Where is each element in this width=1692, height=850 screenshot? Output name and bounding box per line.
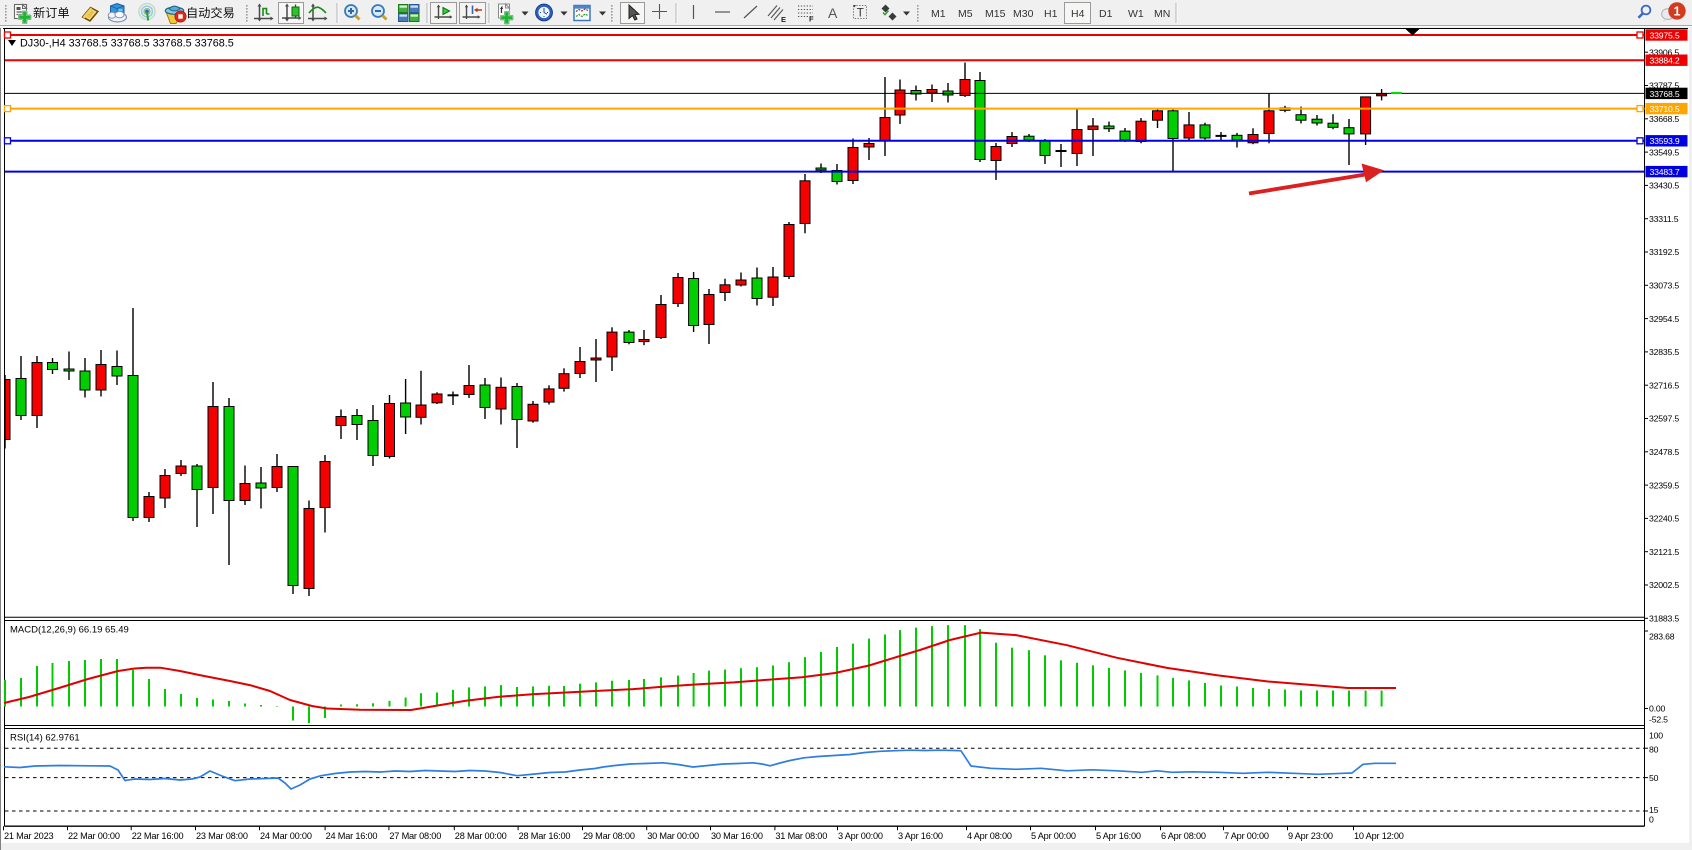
svg-text:5 Apr 16:00: 5 Apr 16:00: [1096, 831, 1141, 841]
svg-text:0.00: 0.00: [1649, 704, 1665, 714]
svg-text:28 Mar 16:00: 28 Mar 16:00: [519, 831, 571, 841]
svg-text:31883.5: 31883.5: [1649, 614, 1679, 624]
svg-text:32240.5: 32240.5: [1649, 514, 1679, 524]
svg-text:32597.5: 32597.5: [1649, 414, 1679, 424]
svg-text:80: 80: [1649, 745, 1659, 755]
svg-text:50: 50: [1649, 773, 1659, 783]
svg-text:3 Apr 16:00: 3 Apr 16:00: [898, 831, 943, 841]
svg-text:H1: H1: [1044, 8, 1058, 20]
svg-text:27 Mar 08:00: 27 Mar 08:00: [389, 831, 441, 841]
svg-text:MN: MN: [1154, 8, 1170, 20]
svg-text:0: 0: [1649, 815, 1654, 825]
svg-text:F: F: [809, 15, 814, 24]
svg-text:33710.5: 33710.5: [1650, 104, 1680, 114]
svg-text:f: f: [500, 5, 504, 15]
svg-text:33549.5: 33549.5: [1649, 147, 1679, 157]
svg-text:32121.5: 32121.5: [1649, 547, 1679, 557]
svg-text:100: 100: [1649, 731, 1663, 741]
svg-text:23 Mar 08:00: 23 Mar 08:00: [196, 831, 248, 841]
svg-text:32478.5: 32478.5: [1649, 447, 1679, 457]
svg-text:31 Mar 08:00: 31 Mar 08:00: [775, 831, 827, 841]
svg-text:33593.9: 33593.9: [1650, 136, 1680, 146]
svg-text:32835.5: 32835.5: [1649, 347, 1679, 357]
svg-text:6 Apr 08:00: 6 Apr 08:00: [1161, 831, 1206, 841]
svg-text:DJ30-,H4 33768.5 33768.5 3376: DJ30-,H4 33768.5 33768.5 33768.5 33768.5: [20, 38, 234, 50]
svg-text:32359.5: 32359.5: [1649, 480, 1679, 490]
svg-text:33073.5: 33073.5: [1649, 281, 1679, 291]
svg-text:15: 15: [1649, 805, 1659, 815]
svg-text:29 Mar 08:00: 29 Mar 08:00: [583, 831, 635, 841]
svg-text:22 Mar 16:00: 22 Mar 16:00: [132, 831, 184, 841]
svg-text:M5: M5: [958, 8, 973, 20]
svg-text:33975.5: 33975.5: [1650, 30, 1680, 40]
svg-text:33884.2: 33884.2: [1650, 56, 1680, 66]
svg-text:32716.5: 32716.5: [1649, 380, 1679, 390]
svg-text:W1: W1: [1128, 8, 1144, 20]
svg-text:1: 1: [1674, 4, 1681, 18]
svg-text:5 Apr 00:00: 5 Apr 00:00: [1031, 831, 1076, 841]
svg-text:30 Mar 00:00: 30 Mar 00:00: [647, 831, 699, 841]
svg-text:7 Apr 00:00: 7 Apr 00:00: [1224, 831, 1269, 841]
svg-text:MACD(12,26,9) 66.19 65.49: MACD(12,26,9) 66.19 65.49: [10, 625, 129, 636]
svg-text:M30: M30: [1013, 8, 1034, 20]
svg-text:24 Mar 16:00: 24 Mar 16:00: [326, 831, 378, 841]
svg-text:32002.5: 32002.5: [1649, 580, 1679, 590]
svg-text:T: T: [857, 8, 864, 20]
svg-text:9 Apr 23:00: 9 Apr 23:00: [1288, 831, 1333, 841]
svg-text:30 Mar 16:00: 30 Mar 16:00: [711, 831, 763, 841]
svg-text:33192.5: 33192.5: [1649, 247, 1679, 257]
svg-text:E: E: [781, 15, 786, 24]
svg-text:4 Apr 08:00: 4 Apr 08:00: [967, 831, 1012, 841]
svg-text:33311.5: 33311.5: [1649, 214, 1679, 224]
svg-text:32954.5: 32954.5: [1649, 314, 1679, 324]
svg-text:-52.5: -52.5: [1649, 715, 1668, 725]
svg-text:M15: M15: [985, 8, 1006, 20]
svg-text:A: A: [828, 5, 838, 21]
svg-text:283.68: 283.68: [1649, 632, 1675, 642]
svg-text:H4: H4: [1071, 8, 1085, 20]
svg-text:33906.5: 33906.5: [1649, 47, 1679, 57]
svg-text:33430.5: 33430.5: [1649, 181, 1679, 191]
svg-text:3 Apr 00:00: 3 Apr 00:00: [838, 831, 883, 841]
svg-text:33668.5: 33668.5: [1649, 114, 1679, 124]
svg-text:33787.5: 33787.5: [1649, 81, 1679, 91]
svg-text:24 Mar 00:00: 24 Mar 00:00: [260, 831, 312, 841]
svg-text:D1: D1: [1099, 8, 1113, 20]
svg-text:22 Mar 00:00: 22 Mar 00:00: [68, 831, 120, 841]
svg-text:28 Mar 00:00: 28 Mar 00:00: [455, 831, 507, 841]
svg-text:10 Apr 12:00: 10 Apr 12:00: [1354, 831, 1404, 841]
svg-text:21 Mar 2023: 21 Mar 2023: [4, 831, 53, 841]
svg-text:M1: M1: [931, 8, 946, 20]
svg-text:33768.5: 33768.5: [1650, 89, 1680, 99]
svg-text:33483.7: 33483.7: [1650, 167, 1680, 177]
svg-text:RSI(14) 62.9761: RSI(14) 62.9761: [10, 733, 80, 744]
